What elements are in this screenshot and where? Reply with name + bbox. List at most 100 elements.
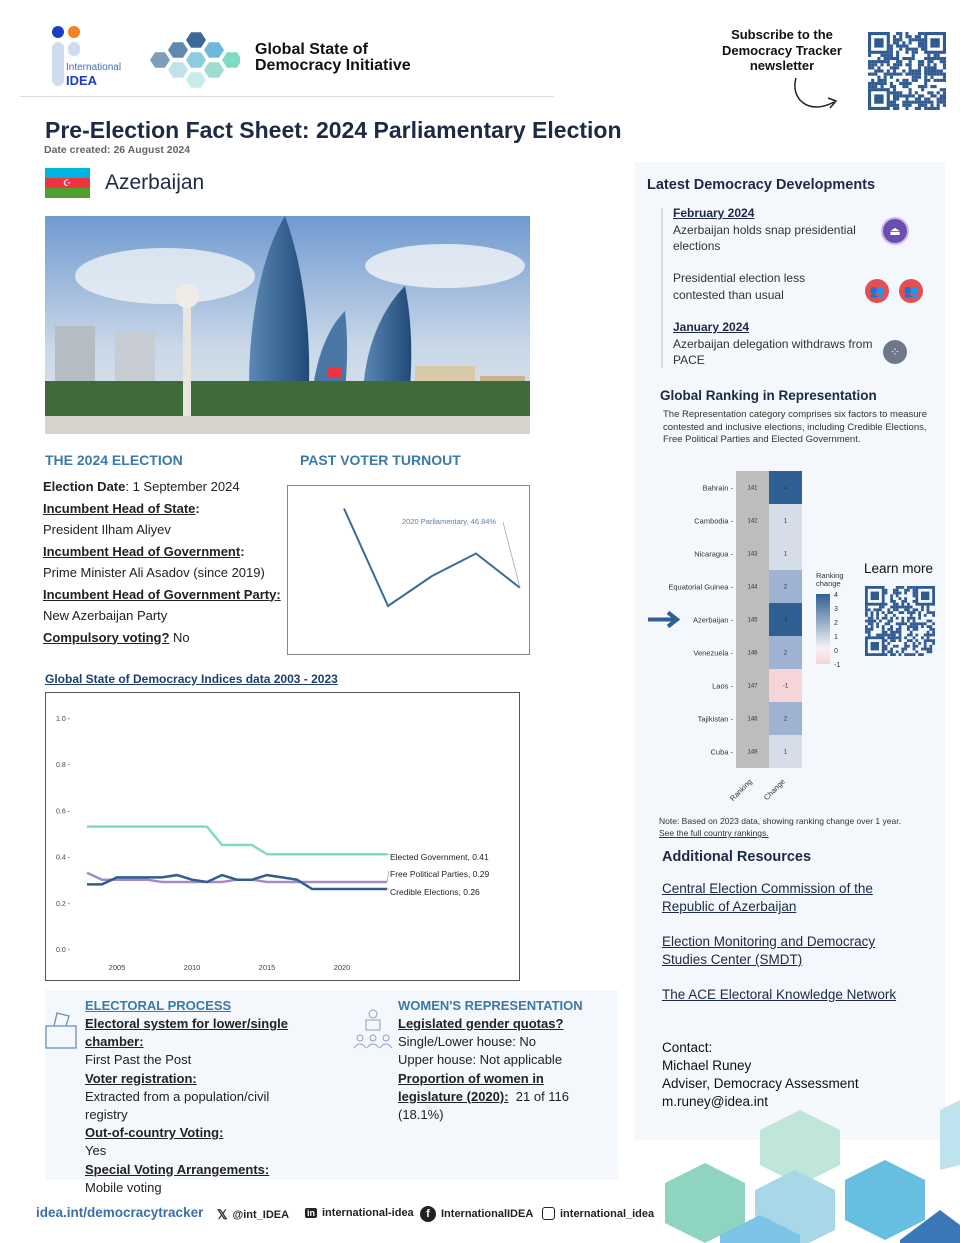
qr-module bbox=[942, 91, 946, 95]
qr-module bbox=[871, 78, 875, 82]
footer-website-link[interactable]: idea.int/democracytracker bbox=[36, 1205, 204, 1220]
development-date-link[interactable]: February 2024 bbox=[673, 206, 755, 220]
qr-module bbox=[908, 38, 912, 42]
qr-module bbox=[883, 75, 887, 79]
special-voting-link[interactable]: Special Voting Arrangements: bbox=[85, 1161, 270, 1177]
qr-finder bbox=[868, 88, 890, 110]
qr-module bbox=[914, 35, 918, 39]
change-value: 1 bbox=[784, 519, 788, 525]
ranking-cell bbox=[736, 669, 769, 702]
gender-quota-link[interactable]: Legislated gender quotas? bbox=[398, 1016, 564, 1031]
qr-module bbox=[918, 616, 921, 620]
qr-module bbox=[879, 608, 882, 612]
subscribe-text[interactable]: Subscribe to the Democracy Tracker newsl… bbox=[712, 27, 852, 74]
qr-module bbox=[886, 63, 890, 67]
contact-email[interactable]: m.runey@idea.int bbox=[662, 1094, 769, 1109]
newsletter-qr-code[interactable] bbox=[868, 32, 946, 110]
qr-module bbox=[942, 66, 946, 70]
ranking-value: 142 bbox=[747, 519, 758, 525]
qr-module bbox=[895, 636, 899, 640]
qr-module bbox=[936, 53, 940, 57]
qr-module bbox=[907, 605, 910, 609]
annotation-leader bbox=[502, 521, 521, 588]
qr-module bbox=[930, 106, 934, 110]
electoral-system-link[interactable]: Electoral system for lower/single chambe… bbox=[85, 1016, 289, 1050]
qr-module bbox=[904, 597, 907, 600]
qr-module bbox=[930, 75, 934, 79]
qr-module bbox=[908, 72, 912, 76]
qr-module bbox=[901, 602, 905, 606]
qr-module bbox=[924, 75, 928, 79]
qr-module bbox=[936, 78, 940, 82]
qr-module bbox=[933, 66, 937, 70]
qr-module bbox=[917, 72, 922, 76]
footer-facebook-link[interactable]: f InternationalIDEA bbox=[420, 1206, 533, 1222]
qr-module bbox=[926, 625, 930, 628]
government-party-link[interactable]: Incumbent Head of Government Party bbox=[43, 586, 277, 602]
qr-module bbox=[880, 85, 884, 89]
qr-module bbox=[892, 103, 897, 107]
resource-link-cec[interactable]: Central Election Commission of the Repub… bbox=[662, 881, 873, 914]
hexagon bbox=[150, 52, 170, 68]
out-of-country-voting-link[interactable]: Out-of-country Voting: bbox=[85, 1125, 224, 1141]
qr-module bbox=[892, 106, 897, 110]
qr-module bbox=[917, 85, 922, 89]
qr-module bbox=[902, 69, 906, 73]
qr-module bbox=[874, 69, 878, 73]
qr-module bbox=[865, 628, 868, 631]
qr-module bbox=[915, 608, 919, 612]
change-value: 2 bbox=[784, 717, 788, 723]
development-date-link[interactable]: January 2024 bbox=[673, 320, 750, 334]
qr-module bbox=[912, 625, 916, 628]
footer-x-link[interactable]: 𝕏 @int_IDEA bbox=[217, 1207, 289, 1223]
head-of-government-link[interactable]: Incumbent Head of Government bbox=[43, 543, 241, 559]
head-of-state-link[interactable]: Incumbent Head of State bbox=[43, 500, 196, 516]
resource-link-smdt[interactable]: Election Monitoring and Democracy Studie… bbox=[662, 934, 876, 967]
qr-module bbox=[898, 636, 902, 640]
qr-module bbox=[908, 66, 912, 70]
voter-registration-link[interactable]: Voter registration: bbox=[85, 1070, 197, 1086]
qr-module bbox=[896, 72, 900, 76]
qr-module bbox=[921, 60, 925, 64]
qr-module bbox=[871, 81, 875, 86]
qr-module bbox=[909, 630, 913, 634]
footer-linkedin-link[interactable]: in international-idea bbox=[305, 1207, 414, 1219]
qr-module bbox=[942, 100, 946, 104]
qr-module bbox=[877, 69, 881, 73]
footer-instagram-link[interactable]: international_idea bbox=[542, 1207, 654, 1220]
qr-module bbox=[896, 66, 900, 70]
ballot-box-icon bbox=[45, 1012, 77, 1049]
qr-module bbox=[932, 614, 935, 617]
qr-module bbox=[932, 639, 935, 642]
qr-module bbox=[924, 69, 928, 73]
compulsory-voting-link[interactable]: Compulsory voting? bbox=[43, 629, 170, 645]
qr-module bbox=[892, 66, 897, 70]
qr-module bbox=[893, 605, 896, 609]
qr-module bbox=[933, 72, 937, 76]
women-proportion-link[interactable]: Proportion of women in legislature (2020… bbox=[398, 1070, 544, 1104]
rankings-qr-code[interactable] bbox=[865, 586, 935, 656]
qr-module bbox=[905, 103, 909, 107]
resource-link-ace[interactable]: The ACE Electoral Knowledge Network bbox=[662, 987, 897, 1002]
qr-module bbox=[876, 611, 879, 614]
women-details: Legislated gender quotas? Single/Lower h… bbox=[398, 1015, 588, 1124]
qr-module bbox=[867, 616, 871, 620]
qr-module bbox=[908, 88, 912, 92]
qr-module bbox=[908, 81, 912, 86]
qr-module bbox=[898, 630, 902, 634]
hexagon bbox=[204, 42, 224, 58]
qr-module bbox=[924, 78, 928, 82]
indices-link[interactable]: Global State of Democracy Indices data 2… bbox=[45, 672, 338, 686]
indices-chart: 0.0 - 0.2 - 0.4 - 0.6 - 0.8 - 1.0 - 2005 2010 20… bbox=[45, 692, 520, 981]
qr-module bbox=[929, 639, 933, 642]
qr-module bbox=[914, 50, 918, 54]
qr-module bbox=[879, 619, 882, 623]
qr-module bbox=[936, 97, 940, 101]
lower-house-quota: Single/Lower house: No bbox=[398, 1034, 537, 1050]
people-icon: 👥 bbox=[899, 279, 923, 303]
ranking-cell bbox=[736, 702, 769, 735]
qr-module bbox=[936, 106, 940, 110]
electoral-heading[interactable]: ELECTORAL PROCESS bbox=[85, 998, 232, 1013]
full-rankings-link[interactable]: See the full country rankings. bbox=[659, 828, 769, 838]
qr-module bbox=[887, 608, 891, 612]
